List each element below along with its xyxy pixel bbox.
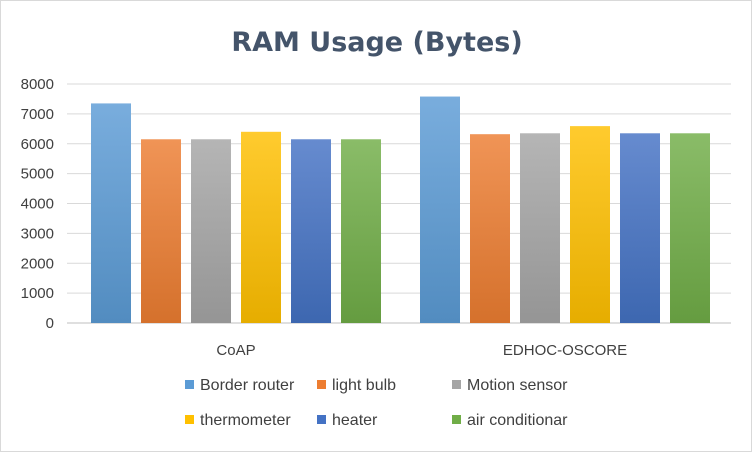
y-tick-label: 6000 — [21, 136, 54, 153]
bar-light-bulb-edhoc-oscore — [470, 134, 510, 323]
bar-air-conditionar-edhoc-oscore — [670, 133, 710, 323]
y-tick-label: 0 — [46, 315, 54, 332]
legend-swatch — [185, 415, 194, 424]
legend-item: Motion sensor — [452, 377, 568, 394]
category-label: CoAP — [216, 342, 255, 359]
bar-heater-edhoc-oscore — [620, 133, 660, 323]
category-label: EDHOC-OSCORE — [503, 342, 627, 359]
legend-item: light bulb — [317, 377, 396, 394]
y-tick-label: 4000 — [21, 196, 54, 213]
legend-label: Border router — [200, 377, 295, 394]
legend-swatch — [452, 415, 461, 424]
y-tick-label: 3000 — [21, 225, 54, 242]
bar-light-bulb-coap — [141, 139, 181, 323]
bar-border-router-coap — [91, 103, 131, 323]
legend-label: Motion sensor — [467, 377, 568, 394]
legend-item: air conditionar — [452, 412, 568, 429]
y-tick-label: 7000 — [21, 106, 54, 123]
y-tick-label: 1000 — [21, 285, 54, 302]
bar-border-router-edhoc-oscore — [420, 96, 460, 323]
legend-swatch — [317, 380, 326, 389]
bar-motion-sensor-edhoc-oscore — [520, 133, 560, 323]
y-tick-label: 8000 — [21, 76, 54, 93]
legend-label: light bulb — [332, 377, 396, 394]
legend-label: air conditionar — [467, 412, 568, 429]
y-tick-label: 2000 — [21, 255, 54, 272]
legend-swatch — [452, 380, 461, 389]
legend-label: thermometer — [200, 412, 291, 429]
bar-heater-coap — [291, 139, 331, 323]
bar-thermometer-coap — [241, 131, 281, 323]
bar-thermometer-edhoc-oscore — [570, 126, 610, 323]
bar-motion-sensor-coap — [191, 139, 231, 323]
legend-label: heater — [332, 412, 378, 429]
legend-item: heater — [317, 412, 378, 429]
y-tick-label: 5000 — [21, 166, 54, 183]
bar-air-conditionar-coap — [341, 139, 381, 323]
chart-title: RAM Usage (Bytes) — [231, 27, 522, 58]
legend-swatch — [317, 415, 326, 424]
legend-item: Border router — [185, 377, 295, 394]
legend-item: thermometer — [185, 412, 291, 429]
legend-swatch — [185, 380, 194, 389]
